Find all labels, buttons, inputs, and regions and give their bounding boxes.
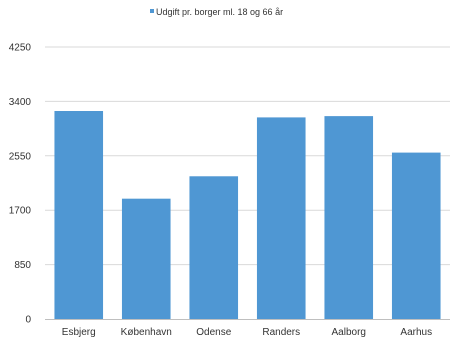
y-tick-label: 2550 xyxy=(9,151,32,162)
y-tick-label: 4250 xyxy=(9,43,32,54)
x-tick-label: Aarhus xyxy=(400,327,432,338)
x-tick-label: Odense xyxy=(196,327,231,338)
x-tick-label: Esbjerg xyxy=(62,327,96,338)
x-tick-label: Aalborg xyxy=(332,327,366,338)
legend-swatch xyxy=(150,9,154,13)
legend: Udgift pr. borger ml. 18 og 66 år xyxy=(150,7,283,17)
x-tick-label: Randers xyxy=(262,327,300,338)
x-tick-label: København xyxy=(121,327,172,338)
bar-k-benhavn xyxy=(121,198,171,319)
legend-label: Udgift pr. borger ml. 18 og 66 år xyxy=(156,7,283,17)
y-tick-label: 3400 xyxy=(9,97,32,108)
x-axis: Esbjerg København Odense Randers Aalborg Aarh… xyxy=(45,319,450,338)
bars xyxy=(54,111,441,320)
y-tick-label: 850 xyxy=(14,260,31,271)
y-tick-label: 0 xyxy=(25,315,31,326)
bar-aarhus xyxy=(391,152,441,319)
bar-randers xyxy=(256,117,306,320)
gridlines xyxy=(45,46,450,266)
y-axis: 0 850 1700 2550 3400 4250 xyxy=(9,43,32,326)
y-tick-label: 1700 xyxy=(9,206,32,217)
bar-aalborg xyxy=(324,116,374,320)
bar-odense xyxy=(189,176,239,319)
bar-esbjerg xyxy=(54,111,104,319)
